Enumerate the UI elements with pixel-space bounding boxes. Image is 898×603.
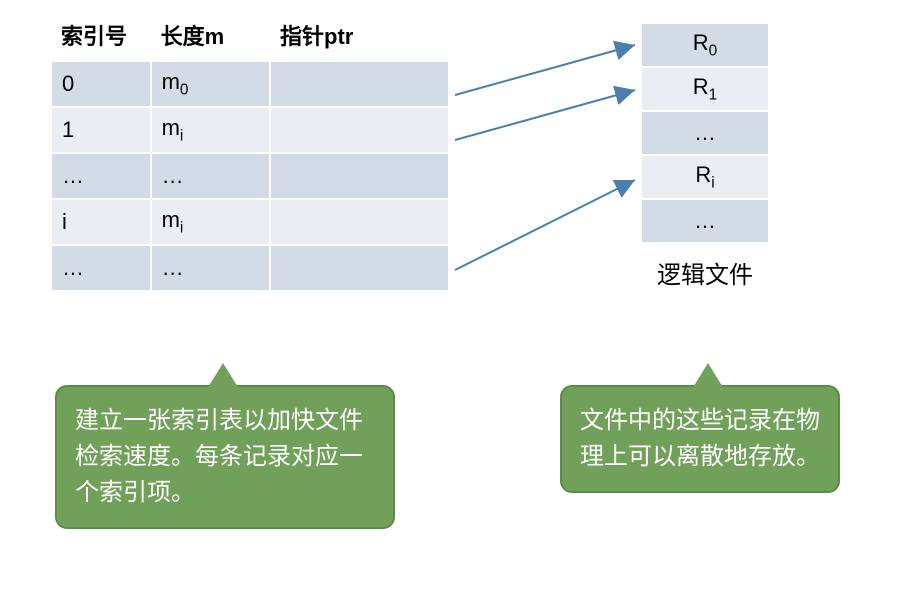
record-table: R0R1…Ri… [640, 22, 770, 244]
index-cell-ptr [270, 61, 449, 107]
index-cell-idx: … [51, 245, 151, 291]
index-cell-ptr [270, 245, 449, 291]
index-header-ptr: 指针ptr [270, 15, 449, 61]
index-cell-idx: … [51, 153, 151, 199]
record-row: R0 [641, 23, 769, 67]
record-row: Ri [641, 155, 769, 199]
index-row: 1mi [51, 107, 449, 153]
record-cell: … [641, 111, 769, 155]
index-row: 0m0 [51, 61, 449, 107]
record-cell: … [641, 199, 769, 243]
pointer-arrow [455, 90, 635, 140]
pointer-arrow [455, 45, 635, 95]
callout-record-explain: 文件中的这些记录在物理上可以离散地存放。 [560, 385, 840, 493]
index-cell-len: mi [151, 199, 270, 245]
index-cell-len: mi [151, 107, 270, 153]
index-cell-ptr [270, 199, 449, 245]
index-cell-len: … [151, 245, 270, 291]
index-row: …… [51, 153, 449, 199]
index-cell-idx: 1 [51, 107, 151, 153]
record-cell: Ri [641, 155, 769, 199]
record-row: … [641, 111, 769, 155]
index-row: …… [51, 245, 449, 291]
callout-index-explain: 建立一张索引表以加快文件检索速度。每条记录对应一个索引项。 [55, 385, 395, 529]
index-table: 索引号 长度m 指针ptr 0m01mi……imi…… [50, 15, 450, 292]
index-cell-idx: i [51, 199, 151, 245]
index-cell-len: m0 [151, 61, 270, 107]
index-cell-ptr [270, 153, 449, 199]
index-header-len: 长度m [151, 15, 270, 61]
index-header-idx: 索引号 [51, 15, 151, 61]
index-row: imi [51, 199, 449, 245]
pointer-arrow [455, 180, 635, 270]
record-row: … [641, 199, 769, 243]
record-cell: R1 [641, 67, 769, 111]
index-cell-ptr [270, 107, 449, 153]
record-row: R1 [641, 67, 769, 111]
record-table-label: 逻辑文件 [640, 255, 770, 290]
index-cell-idx: 0 [51, 61, 151, 107]
record-cell: R0 [641, 23, 769, 67]
index-cell-len: … [151, 153, 270, 199]
